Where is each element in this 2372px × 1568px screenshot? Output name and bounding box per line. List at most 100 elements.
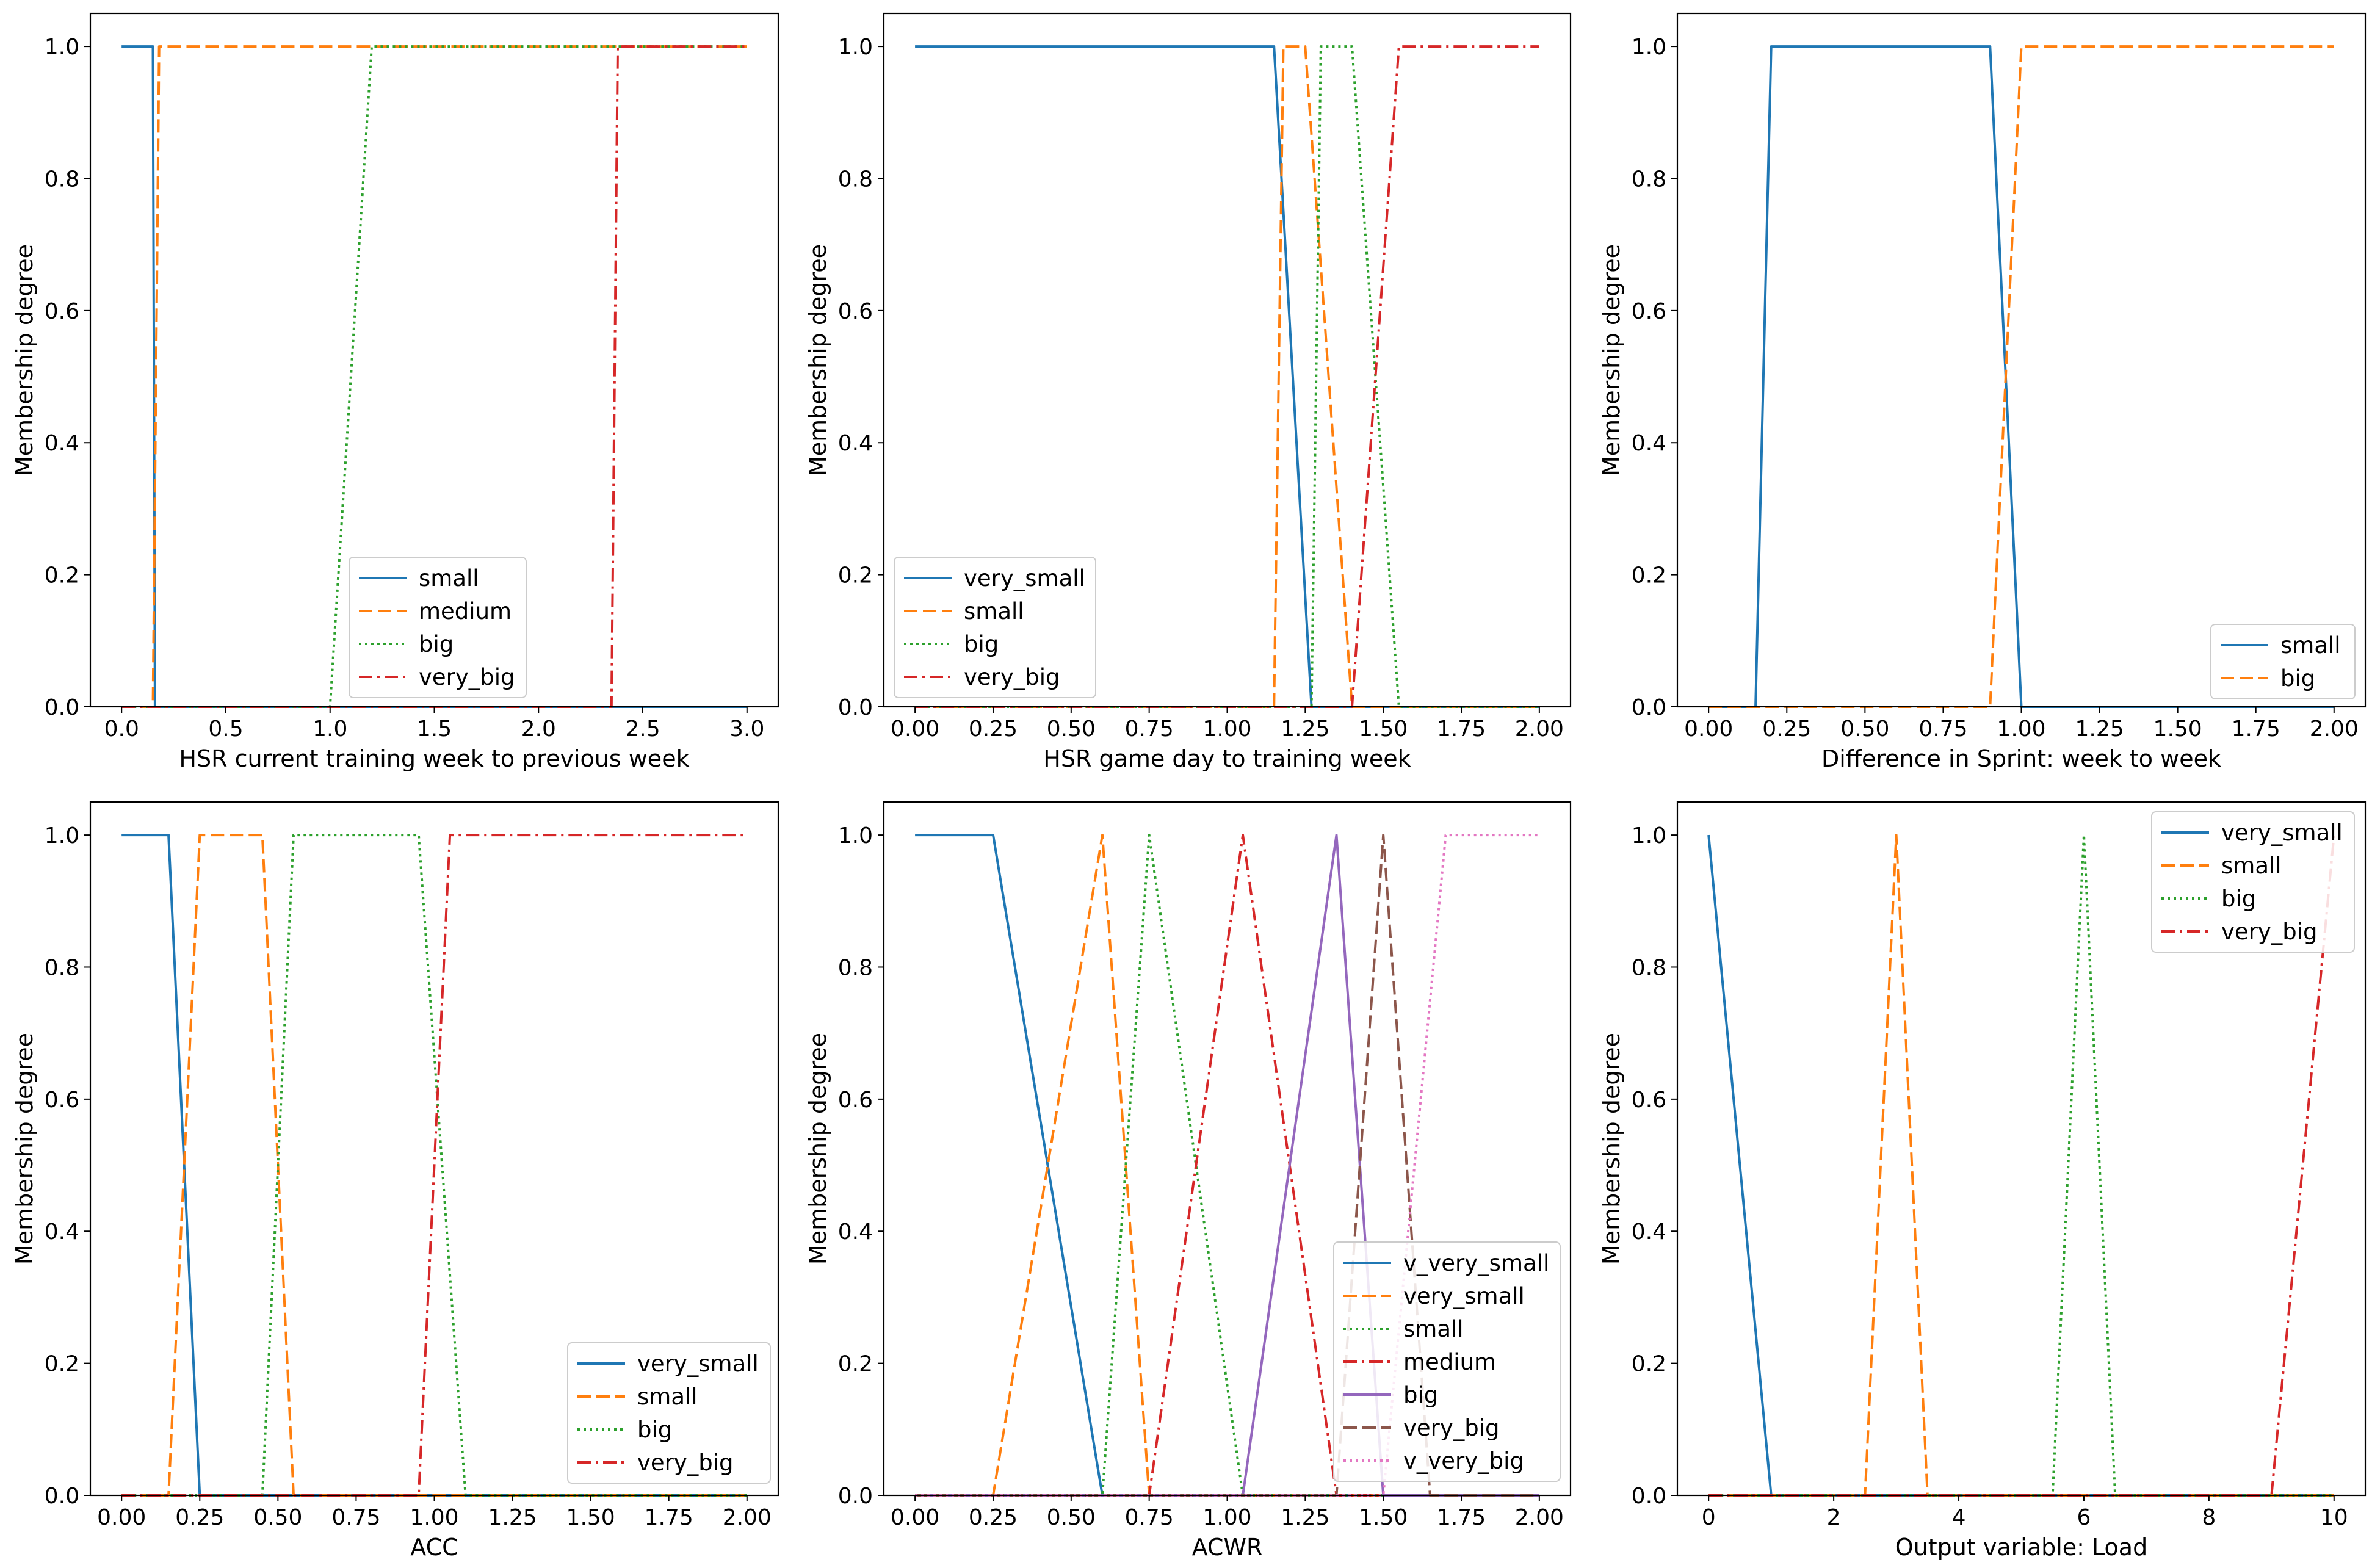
x-tick-label: 1.75 (2232, 717, 2280, 742)
x-axis-label: Difference in Sprint: week to week (1821, 745, 2221, 772)
y-tick-label: 0.6 (838, 1088, 873, 1113)
x-tick-label: 1.00 (1997, 717, 2045, 742)
legend-label: small (2221, 853, 2282, 879)
x-tick-label: 10 (2320, 1505, 2348, 1530)
legend-label: medium (419, 598, 512, 624)
y-tick-label: 0.0 (1632, 695, 1666, 720)
x-tick-label: 0.25 (969, 717, 1018, 742)
y-tick-label: 0.8 (1632, 955, 1666, 980)
legend-label: big (2221, 886, 2256, 912)
x-tick-label: 2.00 (2310, 717, 2359, 742)
y-tick-label: 0.2 (45, 563, 79, 588)
y-tick-label: 0.2 (45, 1352, 79, 1377)
x-tick-label: 6 (2077, 1505, 2091, 1530)
y-axis-label: Membership degree (11, 1033, 38, 1265)
y-tick-label: 1.0 (45, 823, 79, 848)
y-axis-label: Membership degree (805, 1033, 831, 1265)
x-tick-label: 1.75 (1437, 717, 1486, 742)
y-tick-label: 0.0 (45, 695, 79, 720)
legend-box (2210, 624, 2356, 699)
x-tick-label: 1.75 (645, 1505, 693, 1530)
x-tick-label: 1.50 (1359, 717, 1408, 742)
y-axis-label: Membership degree (1598, 244, 1625, 476)
x-axis-label: HSR current training week to previous we… (179, 745, 689, 772)
legend-label: very_big (419, 664, 515, 690)
legend-label: small (964, 598, 1024, 624)
y-tick-label: 0.0 (45, 1484, 79, 1509)
x-tick-label: 0.75 (1918, 717, 1967, 742)
y-tick-label: 0.2 (1632, 563, 1666, 588)
x-tick-label: 1.5 (417, 717, 452, 742)
y-tick-label: 0.0 (1632, 1484, 1666, 1509)
y-tick-label: 1.0 (1632, 823, 1666, 848)
legend-label: big (419, 631, 454, 657)
x-tick-label: 0.00 (891, 1505, 939, 1530)
legend-label: very_big (1403, 1415, 1500, 1441)
legend-label: big (637, 1417, 672, 1443)
series-line-small (1708, 45, 2334, 708)
x-tick-label: 1.75 (1437, 1505, 1486, 1530)
legend-label: very_big (964, 664, 1060, 690)
x-tick-label: 0.25 (1762, 717, 1811, 742)
legend-box (567, 1342, 771, 1484)
x-tick-label: 0.5 (208, 717, 243, 742)
legend-label: v_very_big (1403, 1448, 1524, 1474)
x-tick-label: 2.0 (521, 717, 556, 742)
x-axis-label: ACC (410, 1534, 458, 1561)
x-tick-label: 0.50 (1840, 717, 1889, 742)
y-axis-label: Membership degree (11, 244, 38, 476)
legend-label: v_very_small (1403, 1250, 1549, 1276)
x-tick-label: 0.0 (104, 717, 139, 742)
x-axis-label: ACWR (1192, 1534, 1263, 1561)
x-tick-label: 1.00 (1202, 1505, 1251, 1530)
x-tick-label: 0.25 (969, 1505, 1018, 1530)
x-tick-label: 2 (1827, 1505, 1841, 1530)
x-tick-label: 0.50 (253, 1505, 302, 1530)
series-line-big (1708, 45, 2334, 708)
y-tick-label: 0.6 (1632, 1088, 1666, 1113)
legend-label: medium (1403, 1349, 1496, 1375)
x-tick-label: 2.00 (1515, 1505, 1564, 1530)
legend-box (2151, 811, 2355, 953)
x-tick-label: 3.0 (729, 717, 764, 742)
y-tick-label: 0.4 (838, 1219, 873, 1245)
legend-label: very_big (637, 1450, 734, 1476)
x-tick-label: 2.00 (723, 1505, 772, 1530)
y-tick-label: 0.8 (45, 167, 79, 192)
y-tick-label: 0.4 (838, 431, 873, 456)
x-tick-label: 1.25 (1281, 717, 1329, 742)
x-tick-label: 0 (1702, 1505, 1716, 1530)
legend-label: small (1403, 1316, 1464, 1342)
x-tick-label: 1.25 (2075, 717, 2124, 742)
y-tick-label: 0.6 (1632, 299, 1666, 324)
x-tick-label: 2.00 (1515, 717, 1564, 742)
y-tick-label: 0.2 (1632, 1352, 1666, 1377)
x-tick-label: 1.50 (1359, 1505, 1408, 1530)
x-tick-label: 0.75 (331, 1505, 380, 1530)
x-tick-label: 0.50 (1047, 717, 1096, 742)
y-tick-label: 0.6 (45, 1088, 79, 1113)
legend-label: very_small (964, 565, 1085, 591)
x-tick-label: 2.5 (625, 717, 660, 742)
chart-6: 0 2 4 6 8 10 0.0 0.2 0.4 0.6 0.8 1.0 Output variable… (1598, 801, 2367, 1561)
y-tick-label: 1.0 (45, 35, 79, 60)
y-axis-label: Membership degree (805, 244, 831, 476)
chart-5: 0.00 0.25 0.50 0.75 1.00 1.25 1.50 1.75 2.00 0.0 0… (805, 801, 1572, 1561)
legend: small medium big very_big (349, 557, 527, 698)
x-tick-label: 0.25 (175, 1505, 224, 1530)
chart-3: 0.00 0.25 0.50 0.75 1.00 1.25 1.50 1.75 2.00 0.0 0… (1598, 12, 2367, 772)
legend-label: small (2280, 632, 2341, 659)
chart-1: 0.0 0.5 1.0 1.5 2.0 2.5 3.0 0.0 0.2 0.4 0.6 0.8 1.0 H… (11, 12, 779, 772)
x-axis-label: HSR game day to training week (1043, 745, 1411, 772)
x-axis-label: Output variable: Load (1895, 1534, 2147, 1561)
y-tick-label: 0.2 (838, 563, 873, 588)
y-tick-label: 0.0 (838, 695, 873, 720)
y-tick-label: 1.0 (838, 823, 873, 848)
x-tick-label: 0.75 (1125, 717, 1174, 742)
legend-label: small (637, 1384, 698, 1410)
legend: small big (2210, 624, 2356, 699)
y-tick-label: 0.6 (838, 299, 873, 324)
